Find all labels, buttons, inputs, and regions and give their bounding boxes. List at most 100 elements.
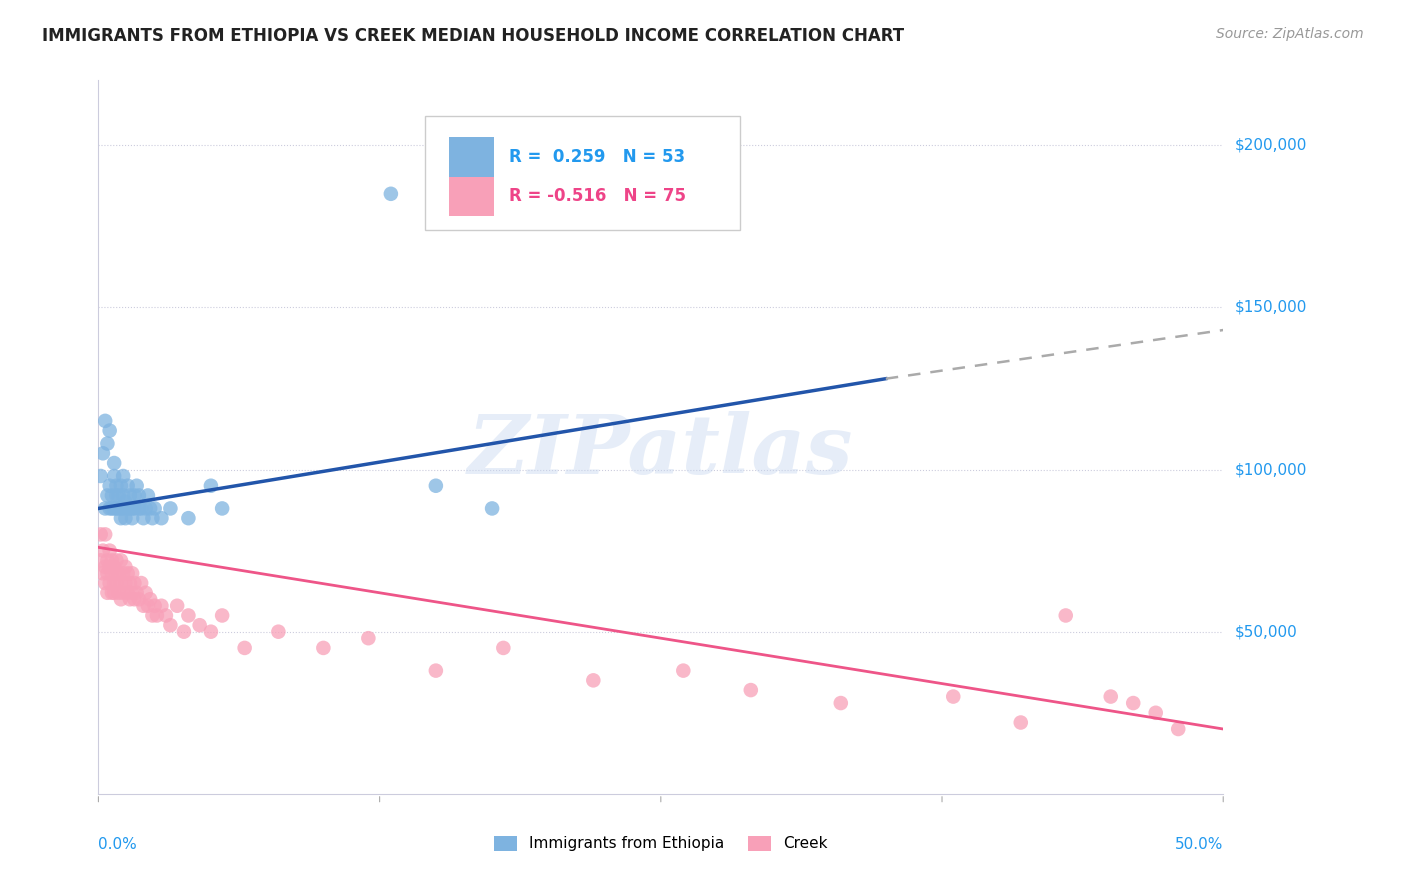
Point xyxy=(357,631,380,645)
Point xyxy=(136,488,159,502)
Point xyxy=(150,599,173,613)
Text: $150,000: $150,000 xyxy=(1234,300,1306,315)
Point xyxy=(110,511,132,525)
Point xyxy=(124,501,146,516)
Point xyxy=(188,618,211,632)
Point xyxy=(98,559,121,574)
Point xyxy=(740,683,762,698)
Point xyxy=(125,479,148,493)
Point xyxy=(107,501,129,516)
Point xyxy=(105,488,128,502)
Point xyxy=(103,576,125,591)
Text: ZIPatlas: ZIPatlas xyxy=(468,411,853,491)
Point xyxy=(114,559,136,574)
Point xyxy=(110,501,132,516)
Point xyxy=(112,501,135,516)
FancyBboxPatch shape xyxy=(450,177,495,216)
Point xyxy=(380,186,402,201)
Point xyxy=(143,599,166,613)
Point xyxy=(672,664,695,678)
Point xyxy=(94,414,117,428)
Point xyxy=(96,553,118,567)
Point xyxy=(105,501,128,516)
Point xyxy=(155,608,177,623)
Point xyxy=(124,576,146,591)
Point xyxy=(114,511,136,525)
Point xyxy=(211,608,233,623)
Point xyxy=(146,608,169,623)
Point xyxy=(141,608,163,623)
Point xyxy=(110,553,132,567)
Text: R =  0.259   N = 53: R = 0.259 N = 53 xyxy=(509,148,685,166)
Point xyxy=(110,479,132,493)
Point xyxy=(94,559,117,574)
Point xyxy=(173,624,195,639)
Point xyxy=(121,566,143,581)
Point xyxy=(103,559,125,574)
Point xyxy=(117,586,139,600)
Point xyxy=(128,592,150,607)
Point xyxy=(112,566,135,581)
Point xyxy=(481,501,503,516)
Point xyxy=(143,501,166,516)
Point xyxy=(101,488,124,502)
Point xyxy=(942,690,965,704)
Point xyxy=(103,501,125,516)
Text: $100,000: $100,000 xyxy=(1234,462,1306,477)
Point xyxy=(135,586,157,600)
Point xyxy=(211,501,233,516)
Point xyxy=(177,511,200,525)
Point xyxy=(114,576,136,591)
Point xyxy=(105,553,128,567)
FancyBboxPatch shape xyxy=(425,116,740,230)
Point xyxy=(101,553,124,567)
Point xyxy=(107,488,129,502)
Point xyxy=(492,640,515,655)
Point xyxy=(118,488,141,502)
Point xyxy=(121,501,143,516)
Point xyxy=(103,456,125,470)
Point xyxy=(118,501,141,516)
Point xyxy=(121,586,143,600)
Point xyxy=(139,592,162,607)
FancyBboxPatch shape xyxy=(450,137,495,177)
Point xyxy=(129,501,152,516)
Point xyxy=(103,469,125,483)
Point xyxy=(177,608,200,623)
Point xyxy=(117,479,139,493)
Point xyxy=(135,501,157,516)
Point xyxy=(117,566,139,581)
Point xyxy=(159,501,181,516)
Point xyxy=(91,566,114,581)
Point xyxy=(1054,608,1077,623)
Point xyxy=(112,469,135,483)
Point xyxy=(1099,690,1122,704)
Point xyxy=(98,424,121,438)
Point xyxy=(114,495,136,509)
Point xyxy=(105,479,128,493)
Point xyxy=(121,511,143,525)
Point xyxy=(94,527,117,541)
Point xyxy=(166,599,188,613)
Point xyxy=(107,566,129,581)
Text: 0.0%: 0.0% xyxy=(98,837,138,852)
Point xyxy=(112,586,135,600)
Point xyxy=(141,511,163,525)
Text: Source: ZipAtlas.com: Source: ZipAtlas.com xyxy=(1216,27,1364,41)
Point xyxy=(830,696,852,710)
Point xyxy=(105,576,128,591)
Point xyxy=(582,673,605,688)
Point xyxy=(159,618,181,632)
Point xyxy=(200,479,222,493)
Point xyxy=(96,586,118,600)
Point xyxy=(90,553,112,567)
Point xyxy=(312,640,335,655)
Point xyxy=(96,436,118,450)
Point xyxy=(98,479,121,493)
Point xyxy=(1167,722,1189,736)
Point xyxy=(101,501,124,516)
Point xyxy=(98,576,121,591)
Point xyxy=(425,664,447,678)
Point xyxy=(96,488,118,502)
Point xyxy=(200,624,222,639)
